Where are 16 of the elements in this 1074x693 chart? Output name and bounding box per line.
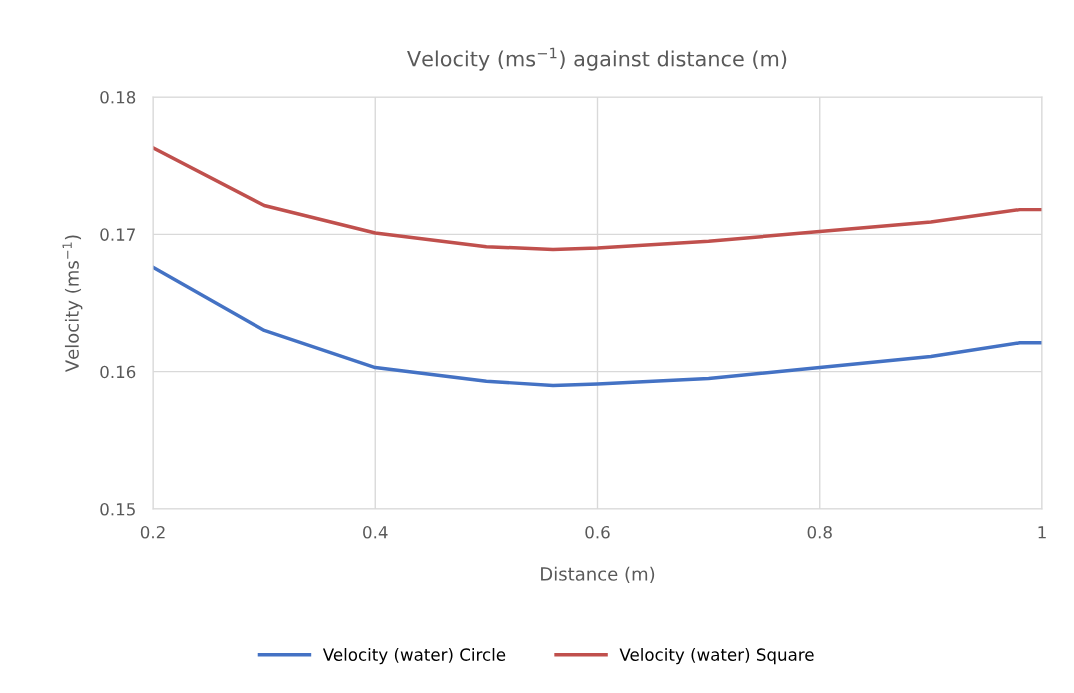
y-tick-label: 0.17 (100, 228, 135, 241)
legend-label: Velocity (water) Circle (322, 648, 506, 665)
x-tick-label: 0.8 (807, 525, 832, 539)
chart-title: Velocity (ms$^{−1}$) against distance (m) (407, 47, 787, 71)
line-series (153, 146, 1042, 252)
x-axis-title: Distance (m) (541, 566, 655, 583)
y-axis-title: Velocity (ms$^{−1}$) (62, 235, 83, 373)
x-tick-label: 0.6 (585, 525, 610, 539)
legend-label: Velocity (water) Square (619, 648, 814, 665)
x-tick-label: 1 (1038, 526, 1046, 539)
y-tick-label: 0.16 (100, 365, 136, 379)
x-tick-label: 0.2 (140, 525, 165, 539)
y-tick-label: 0.15 (100, 502, 135, 516)
line-series (153, 265, 1042, 388)
x-tick-label: 0.4 (363, 525, 388, 539)
y-tick-label: 0.18 (100, 90, 136, 104)
